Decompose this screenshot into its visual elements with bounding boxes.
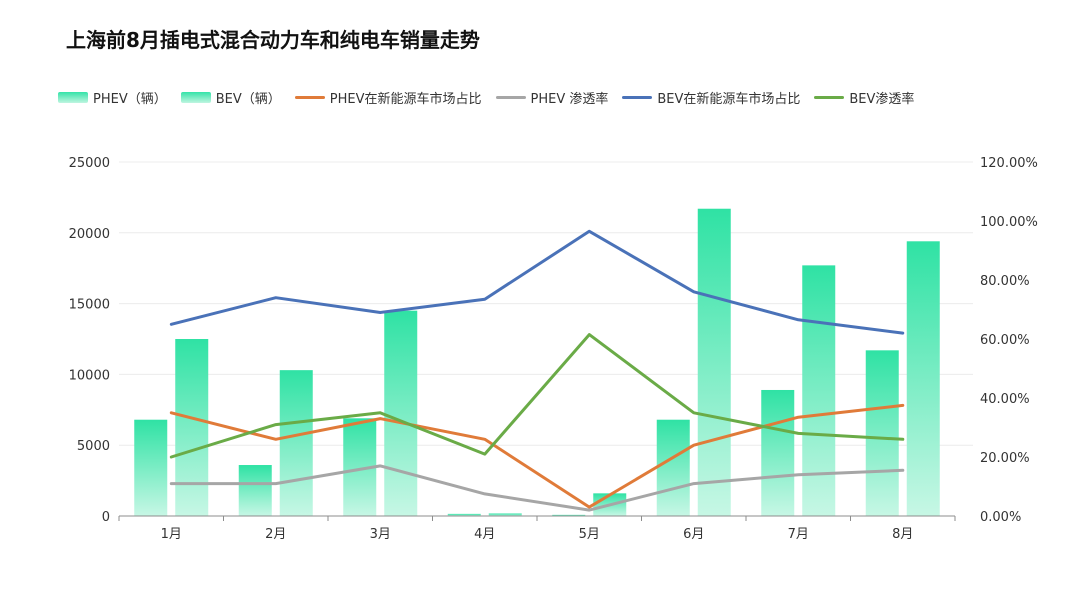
bar-bev bbox=[279, 370, 313, 516]
legend-item-bev-count: BEV（辆） bbox=[180, 88, 281, 107]
x-tick-label: 5月 bbox=[579, 527, 600, 542]
y2-tick-label: 120.00% bbox=[980, 156, 1038, 171]
bars bbox=[134, 208, 940, 516]
bar-phev bbox=[552, 514, 586, 516]
y-tick-label: 10000 bbox=[69, 368, 110, 383]
bar-bev bbox=[697, 208, 731, 516]
legend-swatch-bev-count bbox=[180, 92, 211, 103]
y-tick-label: 20000 bbox=[69, 227, 110, 242]
lines bbox=[169, 229, 905, 512]
x-tick-label: 7月 bbox=[788, 527, 809, 542]
bar-phev bbox=[238, 465, 272, 516]
x-tick-label: 4月 bbox=[474, 527, 495, 542]
x-tick-label: 3月 bbox=[370, 527, 391, 542]
y2-tick-label: 60.00% bbox=[980, 333, 1030, 348]
x-tick-label: 1月 bbox=[161, 527, 182, 542]
bar-phev bbox=[865, 350, 899, 516]
y2-tick-label: 100.00% bbox=[980, 215, 1038, 230]
y-tick-label: 5000 bbox=[77, 439, 110, 454]
line-phev-penetration bbox=[169, 464, 905, 512]
line-bev-penetration bbox=[169, 333, 905, 459]
legend-label-bev-share: BEV在新能源车市场占比 bbox=[657, 92, 801, 107]
x-tick-label: 8月 bbox=[892, 527, 913, 542]
x-tick-label: 6月 bbox=[683, 527, 704, 542]
bar-bev bbox=[802, 265, 836, 516]
y2-tick-label: 40.00% bbox=[980, 392, 1030, 407]
bar-bev bbox=[906, 241, 940, 516]
legend-item-phev-penetration: PHEV 渗透率 bbox=[495, 88, 609, 107]
legend-label-bev-penetration: BEV渗透率 bbox=[849, 92, 915, 107]
chart-title: 上海前8月插电式混合动力车和纯电车销量走势 bbox=[66, 28, 480, 52]
bar-phev bbox=[761, 389, 795, 516]
legend-item-phev-count: PHEV（辆） bbox=[58, 88, 167, 107]
y2-tick-label: 80.00% bbox=[980, 274, 1030, 289]
y2-tick-label: 0.00% bbox=[980, 510, 1021, 525]
bar-bev bbox=[384, 310, 418, 516]
y-tick-label: 15000 bbox=[69, 298, 110, 313]
bar-bev bbox=[175, 339, 209, 516]
legend-item-phev-share: PHEV在新能源车市场占比 bbox=[294, 88, 482, 107]
line-phev-share bbox=[169, 403, 905, 509]
legend-swatch-phev-penetration bbox=[495, 96, 526, 99]
chart-legend: PHEV（辆） BEV（辆） PHEV在新能源车市场占比 PHEV 渗透率 BE… bbox=[58, 88, 914, 107]
legend-swatch-phev-share bbox=[294, 96, 325, 99]
legend-item-bev-share: BEV在新能源车市场占比 bbox=[622, 88, 800, 107]
x-tick-label: 2月 bbox=[265, 527, 286, 542]
bar-phev bbox=[656, 419, 690, 516]
legend-swatch-bev-penetration bbox=[814, 96, 845, 99]
y-tick-label: 0 bbox=[102, 510, 110, 525]
line-bev-share bbox=[169, 229, 905, 335]
y-tick-label: 25000 bbox=[69, 156, 110, 171]
bar-phev bbox=[447, 513, 481, 516]
bar-phev bbox=[134, 419, 168, 516]
legend-label-phev-penetration: PHEV 渗透率 bbox=[530, 92, 609, 107]
legend-label-phev-share: PHEV在新能源车市场占比 bbox=[329, 92, 482, 107]
legend-label-bev-count: BEV（辆） bbox=[215, 92, 281, 107]
axes: 0 5000 10000 15000 20000 25000 0.00% 20.00% 40.0… bbox=[69, 156, 1038, 542]
legend-label-phev-count: PHEV（辆） bbox=[93, 92, 167, 107]
bar-bev bbox=[488, 513, 522, 516]
legend-swatch-bev-share bbox=[622, 96, 653, 99]
y2-tick-label: 20.00% bbox=[980, 451, 1030, 466]
legend-swatch-phev-count bbox=[58, 92, 88, 103]
legend-item-bev-penetration: BEV渗透率 bbox=[814, 88, 914, 107]
